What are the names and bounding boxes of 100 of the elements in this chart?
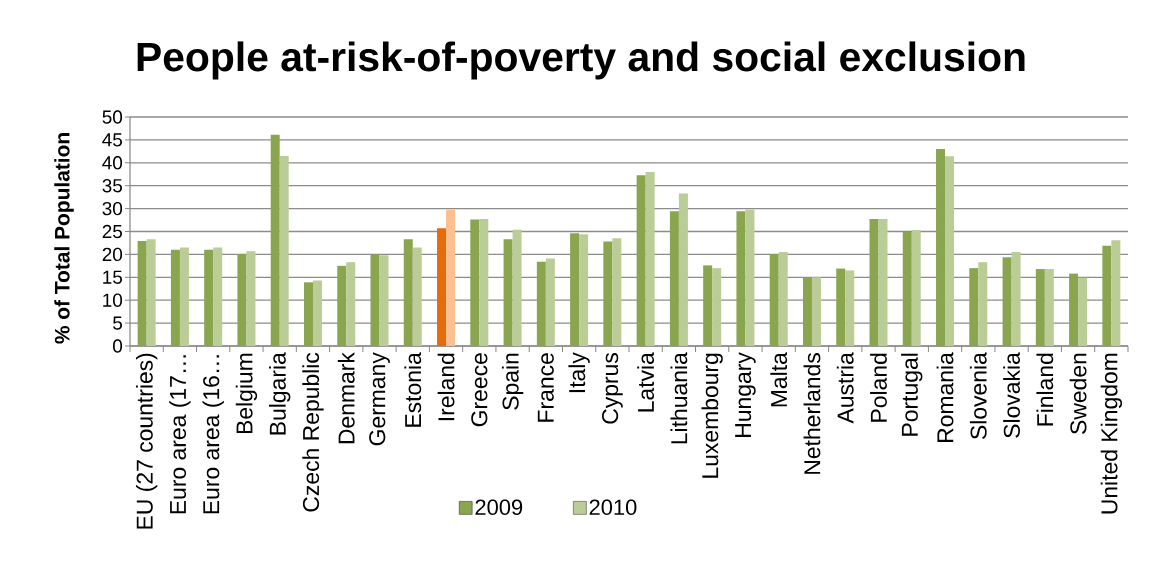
legend-label: 2010 [589, 499, 637, 516]
bar [403, 239, 413, 346]
bar [945, 156, 955, 346]
y-tick-label: 45 [102, 133, 123, 147]
bar [745, 209, 755, 346]
bar [811, 277, 821, 346]
x-tick-label: Euro area (17… [169, 355, 191, 514]
bar [412, 247, 422, 346]
bar [736, 211, 746, 346]
x-tick-label: Ireland [437, 353, 455, 421]
x-tick-label: Denmark [337, 352, 355, 444]
bar [237, 253, 247, 346]
x-tick-label: Greece [471, 353, 488, 427]
bar [536, 261, 546, 346]
bar [645, 171, 655, 346]
x-tick-label: Euro area (16… [202, 355, 224, 514]
x-tick-label: Germany [369, 352, 390, 446]
x-tick-label: Czech Republic [302, 352, 324, 512]
bar [270, 134, 280, 346]
bar [978, 262, 988, 346]
x-tick-label: Finland [1036, 353, 1054, 426]
bar [370, 254, 380, 346]
x-tick-label: Estonia [404, 352, 422, 427]
bar [545, 258, 555, 346]
legend-label: 2009 [475, 499, 523, 516]
x-tick-label: United Kingdom [1100, 353, 1123, 514]
bar [1011, 252, 1021, 346]
bar [346, 262, 356, 346]
bar [512, 229, 522, 346]
bar [936, 149, 946, 346]
y-tick-label: 50 [102, 110, 123, 124]
bar [802, 277, 812, 346]
x-tick-label: France [537, 353, 554, 422]
x-tick-label: Latvia [637, 352, 655, 412]
y-tick-label: 30 [102, 201, 123, 216]
bar [845, 270, 855, 346]
x-tick-label: Bulgaria [269, 352, 291, 435]
y-tick-label: 15 [103, 270, 123, 284]
x-tick-label: Cyprus [601, 353, 623, 424]
y-axis-title: % of Total Population [54, 133, 74, 344]
x-tick-label: Poland [870, 353, 887, 422]
bar [204, 249, 214, 346]
bar [446, 209, 456, 346]
x-tick-label: Slovenia [969, 352, 987, 440]
bar [312, 280, 322, 346]
x-tick-label: Portugal [901, 353, 923, 436]
x-tick-label: Italy [568, 352, 590, 393]
bar [669, 211, 679, 346]
bar [337, 265, 347, 346]
bar [137, 241, 147, 346]
bar [636, 175, 646, 346]
bar [1078, 277, 1088, 346]
y-tick-label: 25 [102, 224, 123, 239]
bar [778, 252, 788, 346]
bar [303, 282, 313, 346]
y-tick-label: 40 [102, 156, 123, 170]
bar [902, 231, 912, 346]
bar [878, 219, 888, 346]
y-tick-label: 10 [103, 293, 123, 307]
bar [479, 219, 489, 346]
bar [911, 230, 921, 346]
chart-title: People at-risk-of-poverty and social exclusion [137, 41, 1025, 80]
bar [969, 268, 979, 346]
x-tick-label: Luxembourg [701, 353, 723, 478]
x-tick-label: Spain [501, 353, 524, 410]
bar [678, 193, 688, 346]
bar [769, 253, 779, 346]
x-tick-label: Malta [770, 352, 788, 407]
bar [379, 255, 389, 346]
bar [612, 238, 622, 346]
x-tick-label: Hungary [735, 352, 756, 437]
bar [246, 251, 256, 346]
bar [869, 219, 879, 346]
bar [836, 268, 846, 346]
bar [579, 234, 589, 346]
x-tick-label: Austria [836, 352, 854, 424]
y-tick-label: 5 [113, 316, 123, 330]
bar [1002, 257, 1012, 346]
x-tick-label: Sweden [1069, 353, 1087, 434]
x-tick-label: Romania [936, 352, 954, 443]
bar [1102, 245, 1112, 346]
bar [170, 249, 180, 346]
bar [179, 247, 189, 346]
y-tick-label: 20 [102, 247, 123, 262]
x-tick-label: Netherlands [803, 353, 821, 474]
y-tick-label: 35 [102, 178, 123, 193]
x-tick-label: Slovakia [1003, 352, 1020, 438]
bar [570, 233, 580, 346]
bar [712, 268, 722, 346]
bar [603, 241, 613, 346]
bar [470, 219, 480, 346]
bar [1035, 269, 1045, 346]
bar [703, 265, 713, 346]
x-tick-label: EU (27 countries) [135, 353, 158, 529]
bar [279, 155, 289, 346]
y-tick-label: 0 [113, 339, 123, 353]
bar [213, 247, 223, 346]
bar [1111, 240, 1121, 346]
bar [1069, 273, 1079, 346]
bar [437, 228, 447, 346]
